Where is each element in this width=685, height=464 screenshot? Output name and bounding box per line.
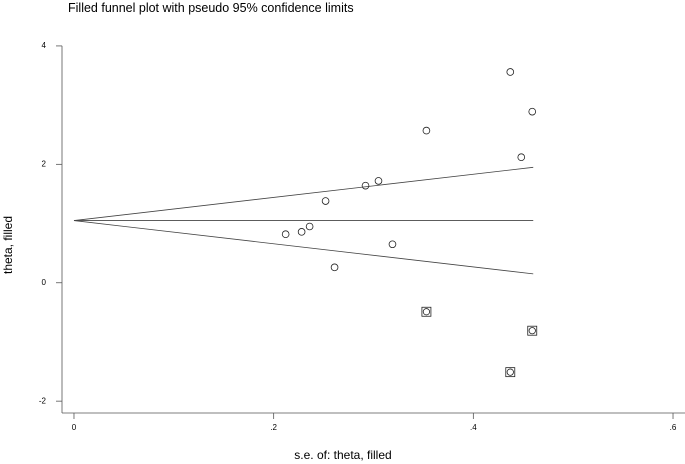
x-tick-label: .2 xyxy=(270,423,277,432)
observed-study-point xyxy=(422,126,431,135)
observed-study-point xyxy=(330,263,339,272)
observed-study-point xyxy=(361,181,370,190)
x-tick-label: .4 xyxy=(470,423,477,432)
y-tick-label: 0 xyxy=(42,278,47,287)
axes: 4 2 0 -2 0 .2 .4 .6 xyxy=(39,41,685,432)
observed-study-point xyxy=(297,228,306,236)
y-tick-label: 2 xyxy=(42,159,47,168)
pseudo-confidence-limits xyxy=(73,166,534,275)
y-tick-label: -2 xyxy=(39,396,47,405)
filled-study-square xyxy=(527,325,538,336)
x-tick-label: 0 xyxy=(72,423,77,432)
filled-study-point xyxy=(527,325,538,336)
x-tick-label: .6 xyxy=(670,423,677,432)
y-tick-label: 4 xyxy=(42,41,47,50)
filled-study-point xyxy=(505,367,516,378)
observed-study-point xyxy=(528,107,537,116)
filled-study-circle xyxy=(528,327,536,335)
filled-study-square xyxy=(421,306,432,317)
x-axis-title: s.e. of: theta, filled xyxy=(294,448,391,462)
y-axis-title: theta, filled xyxy=(1,216,15,274)
filled-study-circle xyxy=(422,308,431,316)
filled-study-square xyxy=(505,367,516,378)
observed-study-point xyxy=(517,153,526,162)
observed-study-point xyxy=(305,222,314,231)
observed-study-point xyxy=(321,197,330,205)
chart-title: Filled funnel plot with pseudo 95% confi… xyxy=(68,1,354,15)
filled-study-circle xyxy=(506,368,514,376)
observed-study-point xyxy=(506,68,515,76)
filled-study-point xyxy=(421,306,432,317)
study-markers xyxy=(281,68,538,378)
observed-study-point xyxy=(388,240,397,249)
upper-confidence-limit xyxy=(73,166,534,221)
observed-study-point xyxy=(374,177,383,185)
observed-study-point xyxy=(281,230,290,238)
lower-confidence-limit xyxy=(73,220,534,275)
